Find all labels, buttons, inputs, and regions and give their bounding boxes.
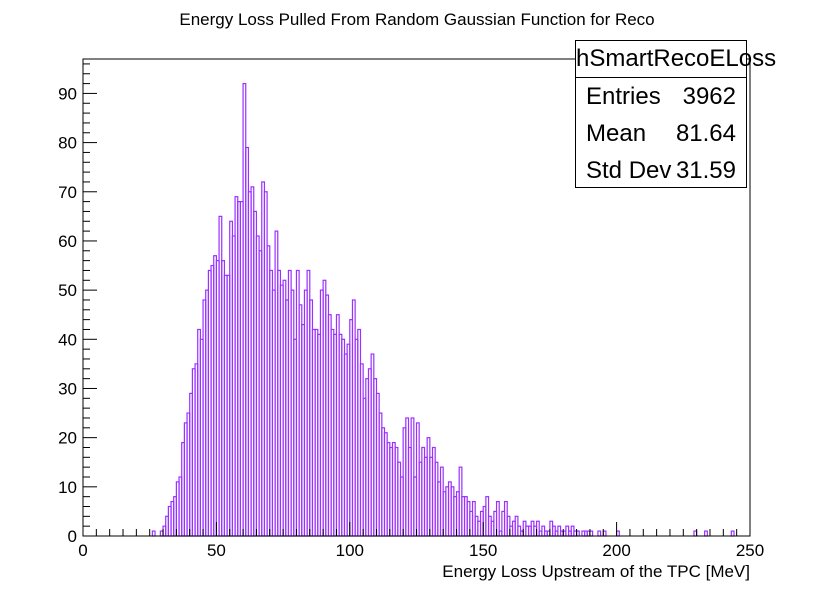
y-tick-label: 0 — [68, 527, 77, 546]
stats-value-stddev: 31.59 — [675, 157, 736, 184]
y-tick-label: 30 — [58, 379, 77, 398]
histogram-bin — [151, 530, 156, 537]
x-tick-label: 250 — [736, 541, 764, 560]
x-tick-label: 0 — [78, 541, 87, 560]
y-tick-label: 60 — [58, 232, 77, 251]
stats-row-stddev: Std Dev 31.59 — [576, 152, 746, 189]
y-tick-label: 10 — [58, 478, 77, 497]
y-tick-label: 80 — [58, 134, 77, 153]
stats-row-entries: Entries 3962 — [576, 78, 746, 115]
x-axis-ticks: 0 50 100 150 200 250 — [78, 522, 764, 560]
stats-value-mean: 81.64 — [675, 120, 736, 147]
histogram-bin — [730, 530, 735, 537]
histogram-bin — [704, 530, 708, 537]
x-axis-label: Energy Loss Upstream of the TPC [MeV] — [442, 562, 750, 581]
x-tick-label: 150 — [469, 541, 497, 560]
x-tick-label: 100 — [336, 541, 364, 560]
stats-value-entries: 3962 — [682, 83, 736, 110]
histogram-bin — [597, 530, 602, 537]
y-tick-label: 50 — [58, 281, 77, 300]
y-tick-label: 40 — [58, 330, 77, 349]
chart-title: Energy Loss Pulled From Random Gaussian … — [179, 10, 655, 29]
y-axis-ticks: 0 10 20 30 40 50 60 70 80 90 — [58, 63, 97, 546]
stats-row-mean: Mean 81.64 — [576, 115, 746, 152]
y-tick-label: 90 — [58, 84, 77, 103]
stats-box: hSmartRecoELoss Entries 3962 Mean 81.64 … — [575, 40, 776, 189]
x-tick-label: 50 — [207, 541, 226, 560]
x-tick-label: 200 — [602, 541, 630, 560]
stats-label-mean: Mean — [586, 120, 647, 147]
stats-label-stddev: Std Dev — [586, 157, 672, 184]
stats-histogram-name: hSmartRecoELoss — [576, 41, 776, 78]
stats-label-entries: Entries — [586, 83, 661, 110]
y-tick-label: 70 — [58, 183, 77, 202]
y-tick-label: 20 — [58, 429, 77, 448]
